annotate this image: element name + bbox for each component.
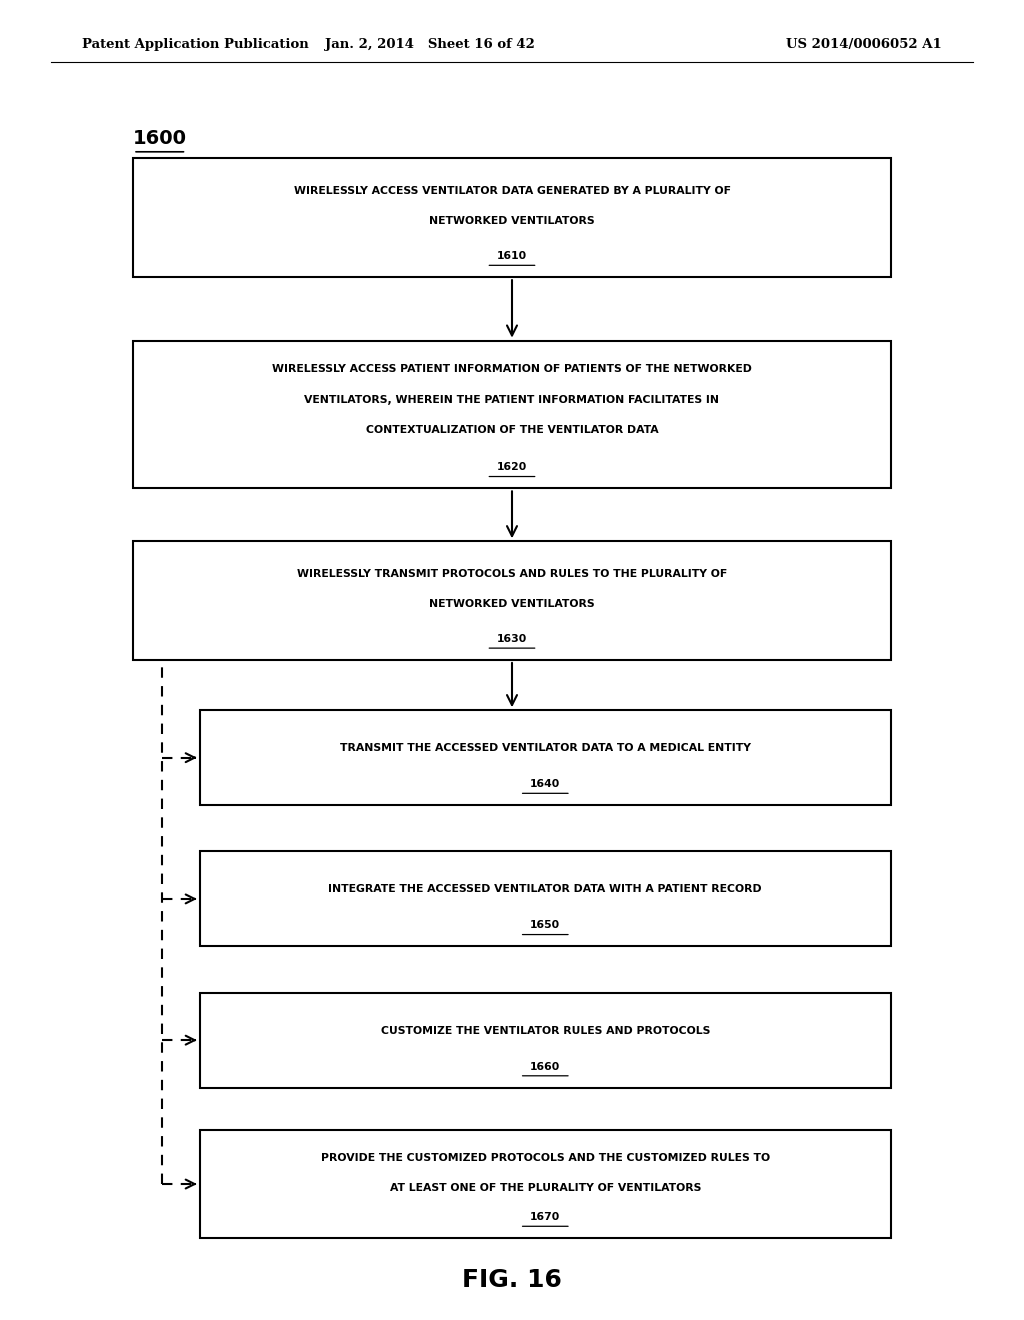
Text: FIG. 16: FIG. 16 (462, 1269, 562, 1292)
Text: 1600: 1600 (133, 129, 187, 148)
FancyBboxPatch shape (133, 158, 891, 277)
Text: VENTILATORS, WHEREIN THE PATIENT INFORMATION FACILITATES IN: VENTILATORS, WHEREIN THE PATIENT INFORMA… (304, 395, 720, 405)
Text: NETWORKED VENTILATORS: NETWORKED VENTILATORS (429, 599, 595, 609)
Text: AT LEAST ONE OF THE PLURALITY OF VENTILATORS: AT LEAST ONE OF THE PLURALITY OF VENTILA… (389, 1184, 701, 1193)
Text: 1610: 1610 (497, 251, 527, 261)
FancyBboxPatch shape (133, 541, 891, 660)
Text: 1630: 1630 (497, 634, 527, 644)
Text: 1620: 1620 (497, 462, 527, 473)
Text: 1660: 1660 (530, 1061, 560, 1072)
FancyBboxPatch shape (200, 1130, 891, 1238)
Text: TRANSMIT THE ACCESSED VENTILATOR DATA TO A MEDICAL ENTITY: TRANSMIT THE ACCESSED VENTILATOR DATA TO… (340, 743, 751, 754)
FancyBboxPatch shape (133, 341, 891, 488)
Text: CONTEXTUALIZATION OF THE VENTILATOR DATA: CONTEXTUALIZATION OF THE VENTILATOR DATA (366, 425, 658, 436)
Text: INTEGRATE THE ACCESSED VENTILATOR DATA WITH A PATIENT RECORD: INTEGRATE THE ACCESSED VENTILATOR DATA W… (329, 884, 762, 895)
FancyBboxPatch shape (200, 710, 891, 805)
Text: Patent Application Publication: Patent Application Publication (82, 38, 308, 51)
Text: Jan. 2, 2014   Sheet 16 of 42: Jan. 2, 2014 Sheet 16 of 42 (326, 38, 535, 51)
Text: 1640: 1640 (530, 779, 560, 789)
Text: WIRELESSLY ACCESS VENTILATOR DATA GENERATED BY A PLURALITY OF: WIRELESSLY ACCESS VENTILATOR DATA GENERA… (294, 186, 730, 195)
Text: CUSTOMIZE THE VENTILATOR RULES AND PROTOCOLS: CUSTOMIZE THE VENTILATOR RULES AND PROTO… (381, 1026, 710, 1036)
Text: PROVIDE THE CUSTOMIZED PROTOCOLS AND THE CUSTOMIZED RULES TO: PROVIDE THE CUSTOMIZED PROTOCOLS AND THE… (321, 1154, 770, 1163)
Text: US 2014/0006052 A1: US 2014/0006052 A1 (786, 38, 942, 51)
FancyBboxPatch shape (200, 993, 891, 1088)
Text: WIRELESSLY ACCESS PATIENT INFORMATION OF PATIENTS OF THE NETWORKED: WIRELESSLY ACCESS PATIENT INFORMATION OF… (272, 364, 752, 375)
FancyBboxPatch shape (200, 851, 891, 946)
Text: 1670: 1670 (530, 1212, 560, 1222)
Text: NETWORKED VENTILATORS: NETWORKED VENTILATORS (429, 216, 595, 226)
Text: WIRELESSLY TRANSMIT PROTOCOLS AND RULES TO THE PLURALITY OF: WIRELESSLY TRANSMIT PROTOCOLS AND RULES … (297, 569, 727, 578)
Text: 1650: 1650 (530, 920, 560, 931)
